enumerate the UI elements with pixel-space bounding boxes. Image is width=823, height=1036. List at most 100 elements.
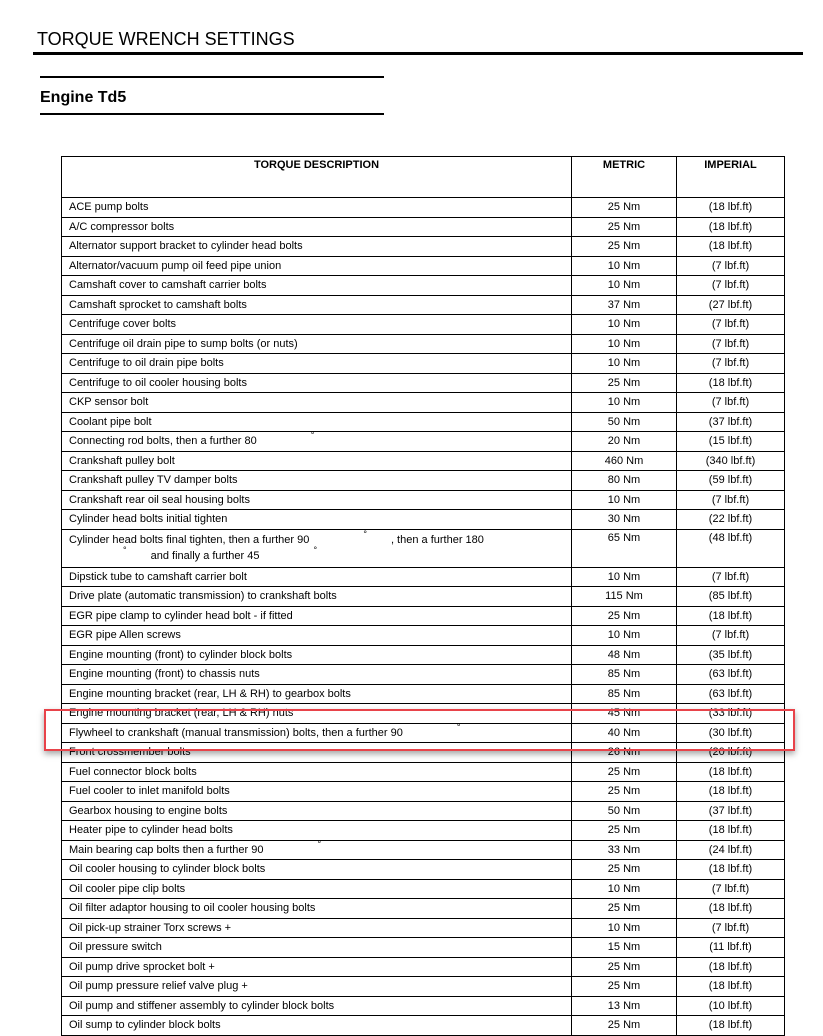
row-imperial: (18 lbf.ft) (676, 197, 785, 218)
row-metric: 80 Nm (571, 470, 677, 491)
row-metric: 65 Nm (571, 528, 677, 568)
description-text: Gearbox housing to engine bolts (69, 804, 228, 817)
row-description: Engine mounting (front) to cylinder bloc… (61, 644, 572, 665)
description-text: Dipstick tube to camshaft carrier bolt (69, 570, 247, 583)
description-text: Engine mounting (front) to cylinder bloc… (69, 648, 293, 661)
description-text: Crankshaft rear oil seal housing bolts (69, 493, 250, 506)
row-description: Oil pump pressure relief valve plug + (61, 976, 572, 997)
row-description: Alternator/vacuum pump oil feed pipe uni… (61, 255, 572, 276)
degree-mark: ° (456, 721, 461, 732)
table-row: Drive plate (automatic transmission) to … (61, 586, 785, 607)
table-row: Crankshaft pulley bolt 460 Nm (340 lbf.ft) (61, 450, 785, 471)
row-description: Oil filter adaptor housing to oil cooler… (61, 898, 572, 919)
row-description: Oil pump and stiffener assembly to cylin… (61, 995, 572, 1016)
description-text: Centrifuge cover bolts (69, 318, 176, 331)
row-metric: 25 Nm (571, 820, 677, 841)
description-text: Centrifuge to oil cooler housing bolts (69, 376, 247, 389)
row-imperial: (18 lbf.ft) (676, 761, 785, 782)
row-metric: 50 Nm (571, 411, 677, 432)
row-imperial: (7 lbf.ft) (676, 489, 785, 510)
description-text: Coolant pipe bolt (69, 415, 152, 428)
description-text: Alternator support bracket to cylinder h… (69, 240, 303, 253)
description-text: Cylinder head bolts initial tighten (69, 513, 228, 526)
row-metric: 10 Nm (571, 275, 677, 296)
table-row: Alternator/vacuum pump oil feed pipe uni… (61, 255, 785, 276)
description-text: Centrifuge oil drain pipe to sump bolts … (69, 337, 298, 350)
row-description: Engine mounting bracket (rear, LH & RH) … (61, 703, 572, 724)
row-metric: 30 Nm (571, 509, 677, 530)
row-metric: 25 Nm (571, 898, 677, 919)
description-text: Flywheel to crankshaft (manual transmiss… (69, 726, 403, 739)
degree-mark: ° (363, 529, 367, 539)
table-row: Oil sump to cylinder block bolts 25 Nm (18… (61, 1015, 785, 1036)
header-description: TORQUE DESCRIPTION (61, 156, 572, 198)
row-imperial: (37 lbf.ft) (676, 800, 785, 821)
row-metric: 85 Nm (571, 683, 677, 704)
row-imperial: (35 lbf.ft) (676, 644, 785, 665)
row-description: Heater pipe to cylinder head bolts (61, 820, 572, 841)
row-metric: 33 Nm (571, 839, 677, 860)
row-metric: 50 Nm (571, 800, 677, 821)
row-imperial: (18 lbf.ft) (676, 976, 785, 997)
table-row: Connecting rod bolts, then a further 80 °… (61, 430, 785, 452)
row-description: Fuel connector block bolts (61, 761, 572, 782)
row-metric: 25 Nm (571, 236, 677, 257)
row-description: A/C compressor bolts (61, 216, 572, 237)
row-description: EGR pipe clamp to cylinder head bolt - i… (61, 605, 572, 626)
row-description: Crankshaft pulley TV damper bolts (61, 470, 572, 491)
row-description: Connecting rod bolts, then a further 80 ° (61, 430, 572, 452)
row-imperial: (20 lbf.ft) (676, 742, 785, 763)
table-row: Oil pump and stiffener assembly to cylin… (61, 995, 785, 1016)
degree-mark: ° (313, 545, 318, 555)
row-metric: 25 Nm (571, 372, 677, 393)
row-metric: 25 Nm (571, 859, 677, 880)
table-row: CKP sensor bolt 10 Nm (7 lbf.ft) (61, 392, 785, 413)
table-row: ACE pump bolts 25 Nm (18 lbf.ft) (61, 197, 785, 218)
table-row: Heater pipe to cylinder head bolts 25 Nm(… (61, 820, 785, 841)
row-description: Centrifuge to oil cooler housing bolts (61, 372, 572, 393)
description-text: Heater pipe to cylinder head bolts (69, 824, 233, 837)
row-description: Gearbox housing to engine bolts (61, 800, 572, 821)
table-row: Cylinder head bolts initial tighten 30 Nm… (61, 509, 785, 530)
description-text: Centrifuge to oil drain pipe bolts (69, 357, 224, 370)
description-text: Engine mounting (front) to chassis nuts (69, 668, 260, 681)
row-description: Cylinder head bolts final tighten, then … (61, 528, 572, 568)
table-row: Alternator support bracket to cylinder h… (61, 236, 785, 257)
row-metric: 10 Nm (571, 917, 677, 938)
row-description: Oil pick-up strainer Torx screws + (61, 917, 572, 938)
description-text: EGR pipe clamp to cylinder head bolt - i… (69, 609, 293, 622)
row-metric: 10 Nm (571, 489, 677, 510)
row-description: Drive plate (automatic transmission) to … (61, 586, 572, 607)
description-text: Engine mounting bracket (rear, LH & RH) … (69, 687, 351, 700)
row-imperial: (18 lbf.ft) (676, 898, 785, 919)
row-description: Engine mounting (front) to chassis nuts (61, 664, 572, 685)
row-description: Dipstick tube to camshaft carrier bolt (61, 566, 572, 587)
row-description: Crankshaft rear oil seal housing bolts (61, 489, 572, 510)
description-text: and finally a further 45 (150, 550, 260, 562)
title-divider (33, 52, 803, 55)
row-imperial: (33 lbf.ft) (676, 703, 785, 724)
row-imperial: (18 lbf.ft) (676, 820, 785, 841)
row-description: ACE pump bolts (61, 197, 572, 218)
description-text: Camshaft sprocket to camshaft bolts (69, 298, 247, 311)
row-metric: 25 Nm (571, 197, 677, 218)
table-row: Oil cooler pipe clip bolts 10 Nm (7 lbf.ft… (61, 878, 785, 899)
table-row: Oil pump drive sprocket bolt + 25 Nm (18 l… (61, 956, 785, 977)
description-text: Connecting rod bolts, then a further 80 (69, 435, 257, 448)
row-imperial: (18 lbf.ft) (676, 859, 785, 880)
section-top-divider (40, 76, 384, 78)
row-imperial: (18 lbf.ft) (676, 781, 785, 802)
table-row: EGR pipe clamp to cylinder head bolt - i… (61, 605, 785, 626)
row-metric: 15 Nm (571, 937, 677, 958)
row-metric: 25 Nm (571, 956, 677, 977)
row-metric: 25 Nm (571, 976, 677, 997)
section-bottom-divider (40, 113, 384, 115)
row-imperial: (7 lbf.ft) (676, 333, 785, 354)
degree-mark: ° (317, 838, 322, 849)
row-description: EGR pipe Allen screws (61, 625, 572, 646)
row-description: Coolant pipe bolt (61, 411, 572, 432)
degree-mark: ° (123, 545, 127, 555)
row-imperial: (59 lbf.ft) (676, 470, 785, 491)
row-description: Oil cooler housing to cylinder block bol… (61, 859, 572, 880)
table-row: Coolant pipe bolt 50 Nm (37 lbf.ft) (61, 411, 785, 432)
